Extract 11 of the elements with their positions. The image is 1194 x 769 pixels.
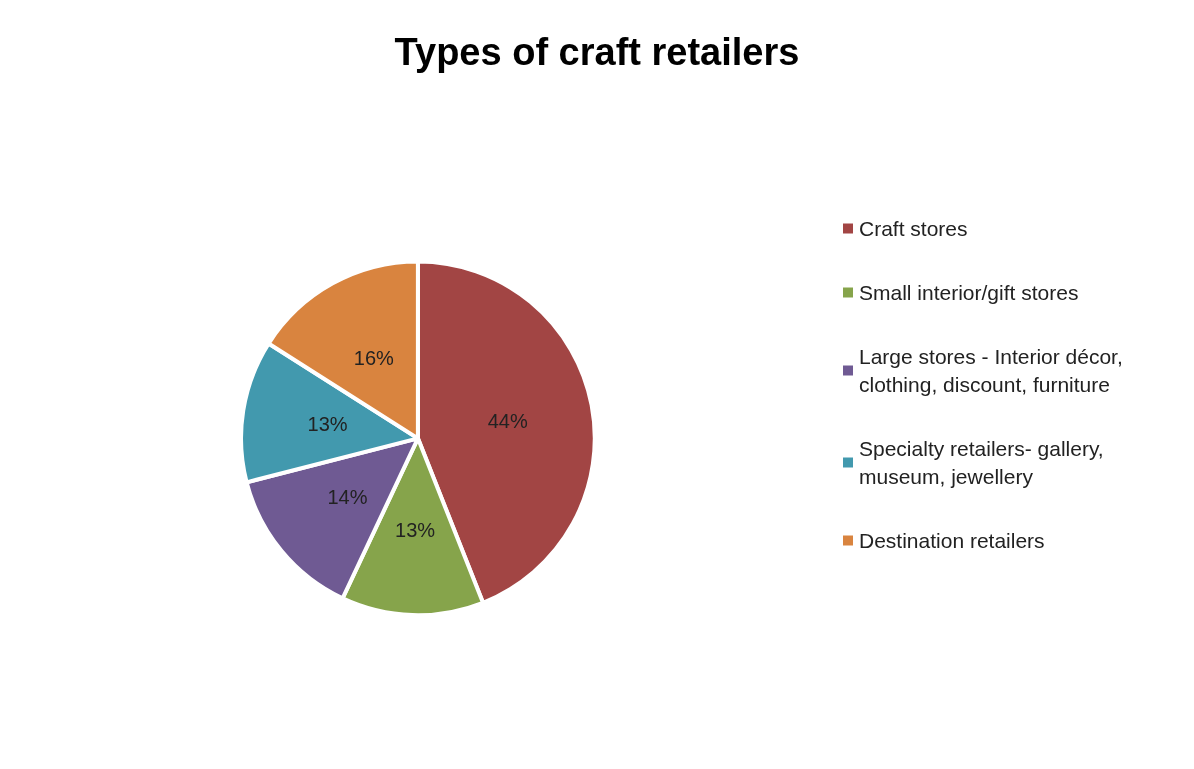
legend-label: Large stores - Interior décor, clothing, discount, furniture xyxy=(859,345,1129,396)
data-label: 13% xyxy=(395,518,436,541)
chart-title: Types of craft retailers xyxy=(394,31,800,73)
legend-label: Destination retailers xyxy=(859,529,1045,552)
data-label: 44% xyxy=(487,410,528,433)
legend-label: Small interior/gift stores xyxy=(859,281,1079,304)
data-label: 16% xyxy=(353,347,395,370)
legend-label: Craft stores xyxy=(859,217,968,240)
data-label: 14% xyxy=(327,485,368,508)
legend-label: Specialty retailers- gallery, museum, jewellery xyxy=(859,437,1110,488)
data-label: 13% xyxy=(307,413,348,436)
